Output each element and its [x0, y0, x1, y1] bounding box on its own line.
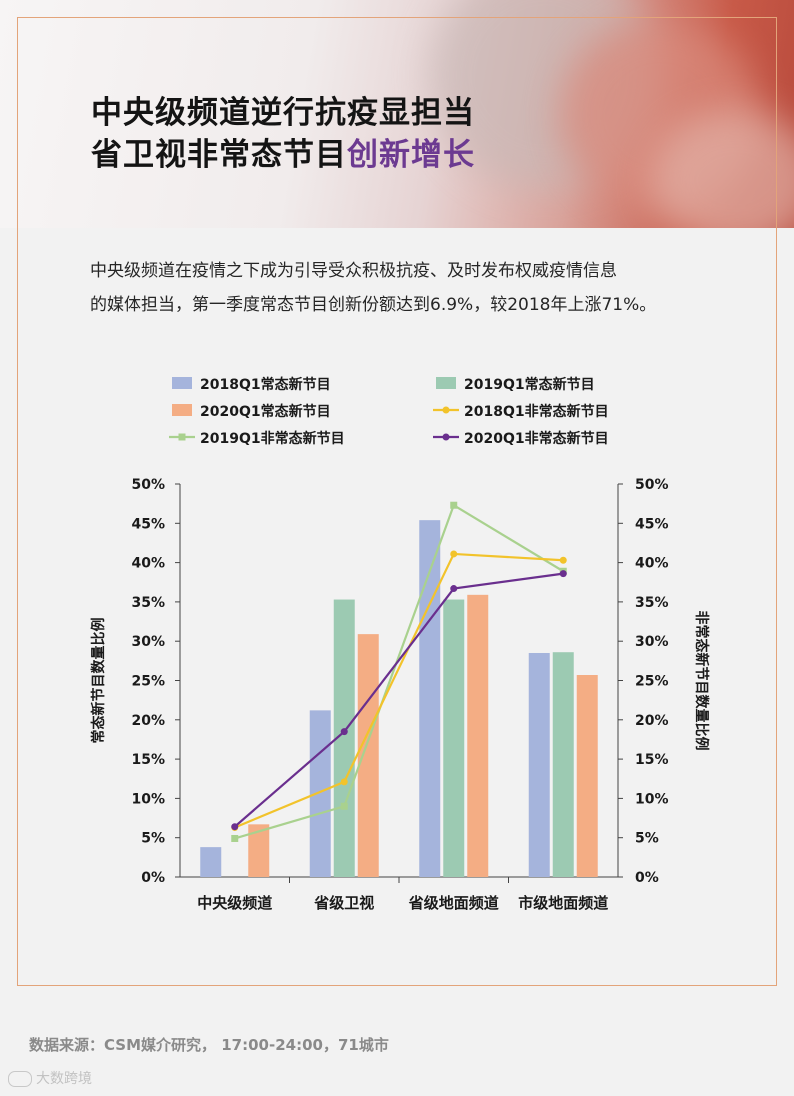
y-tick-label-left: 50% — [131, 477, 165, 493]
x-tick-label: 中央级频道 — [197, 894, 272, 912]
y-tick-label-left: 15% — [131, 752, 165, 768]
x-tick-label: 省级卫视 — [313, 894, 374, 912]
series-point-3 — [340, 728, 348, 736]
bar-1 — [309, 710, 331, 877]
y-tick-label-left: 30% — [131, 634, 165, 650]
legend-marker-6 — [442, 433, 450, 441]
legend-marker-4 — [442, 406, 450, 414]
bar-1 — [419, 520, 441, 877]
series-point-2 — [231, 834, 239, 842]
title-line-2-accent: 创新增长 — [347, 137, 475, 173]
legend-label-3: 2020Q1常态新节目 — [200, 403, 331, 420]
y-tick-label-right: 5% — [635, 831, 659, 847]
y-tick-label-right: 40% — [635, 556, 669, 572]
y-tick-label-right: 35% — [635, 595, 669, 611]
description-line-2: 的媒体担当，第一季度常态节目创新份额达到6.9%，较2018年上涨71%。 — [90, 295, 657, 315]
x-tick-label: 省级地面频道 — [408, 894, 499, 912]
y-tick-label-right: 15% — [635, 752, 669, 768]
series-point-2 — [450, 501, 458, 509]
y-tick-label-left: 40% — [131, 556, 165, 572]
series-point-3 — [450, 585, 458, 593]
y-tick-label-left: 25% — [131, 674, 165, 690]
y-tick-label-left: 45% — [131, 516, 165, 532]
y-tick-label-left: 35% — [131, 595, 165, 611]
combo-chart: 0% 0% 5% 5% 10% 10% 15% 15% 20% 20% 25% 25% 30% 30% 35… — [90, 376, 710, 912]
header-blur-decoration — [650, 110, 794, 228]
y-axis-title-left: 常态新节目数量比例 — [90, 618, 107, 744]
bar-2 — [443, 599, 465, 877]
legend-swatch-1 — [172, 377, 192, 389]
bar-3 — [248, 824, 270, 877]
y-tick-label-right: 0% — [635, 870, 659, 886]
description: 中央级频道在疫情之下成为引导受众积极抗疫、及时发布权威疫情信息 的媒体担当，第一… — [90, 254, 730, 322]
y-tick-label-right: 50% — [635, 477, 669, 493]
header-banner: 中央级频道逆行抗疫显担当 省卫视非常态节目创新增长 — [0, 0, 794, 228]
legend-label-2: 2019Q1常态新节目 — [464, 376, 595, 393]
x-tick-label: 市级地面频道 — [518, 894, 608, 912]
series-line-2 — [234, 503, 564, 840]
watermark-text: 大数跨境 — [36, 1071, 92, 1087]
series-point-1 — [450, 550, 458, 558]
series-point-3 — [231, 823, 239, 831]
series-point-1 — [559, 556, 567, 564]
y-tick-label-right: 10% — [635, 791, 669, 807]
y-tick-label-left: 20% — [131, 713, 165, 729]
data-source-note: 数据来源：CSM媒介研究， 17:00-24:00，71城市 — [29, 1036, 389, 1054]
series-line-3 — [234, 572, 564, 828]
series-line-1 — [234, 552, 564, 829]
content-frame — [17, 17, 777, 986]
bar-2 — [552, 652, 574, 877]
series-point-2 — [340, 802, 348, 810]
bar-1 — [528, 652, 550, 877]
bar-3 — [576, 674, 598, 877]
y-tick-label-right: 45% — [635, 516, 669, 532]
y-tick-label-left: 0% — [141, 870, 165, 886]
y-tick-label-left: 5% — [141, 831, 165, 847]
y-tick-label-left: 10% — [131, 791, 165, 807]
legend-label-6: 2020Q1非常态新节目 — [464, 430, 609, 447]
legend-label-5: 2019Q1非常态新节目 — [200, 430, 345, 447]
y-tick-label-right: 30% — [635, 634, 669, 650]
watermark-logo-icon — [8, 1071, 32, 1087]
series-point-1 — [340, 778, 348, 786]
legend-marker-5 — [178, 433, 186, 441]
legend-label-4: 2018Q1非常态新节目 — [464, 403, 609, 420]
legend-swatch-3 — [172, 404, 192, 416]
page-title: 中央级频道逆行抗疫显担当 省卫视非常态节目创新增长 — [91, 92, 475, 176]
series-point-3 — [559, 570, 567, 578]
y-tick-label-right: 20% — [635, 713, 669, 729]
y-axis-title-right: 非常态新节目数量比例 — [693, 611, 710, 751]
title-line-2-plain: 省卫视非常态节目 — [91, 137, 347, 173]
description-line-1: 中央级频道在疫情之下成为引导受众积极抗疫、及时发布权威疫情信息 — [90, 261, 617, 281]
legend-swatch-2 — [436, 377, 456, 389]
y-tick-label-right: 25% — [635, 674, 669, 690]
title-line-2: 省卫视非常态节目创新增长 — [91, 134, 475, 176]
bar-3 — [357, 634, 379, 877]
watermark: 大数跨境 — [8, 1068, 92, 1088]
bar-3 — [467, 594, 489, 877]
bar-1 — [200, 847, 222, 877]
legend-label-1: 2018Q1常态新节目 — [200, 376, 331, 393]
title-line-1: 中央级频道逆行抗疫显担当 — [91, 95, 475, 131]
